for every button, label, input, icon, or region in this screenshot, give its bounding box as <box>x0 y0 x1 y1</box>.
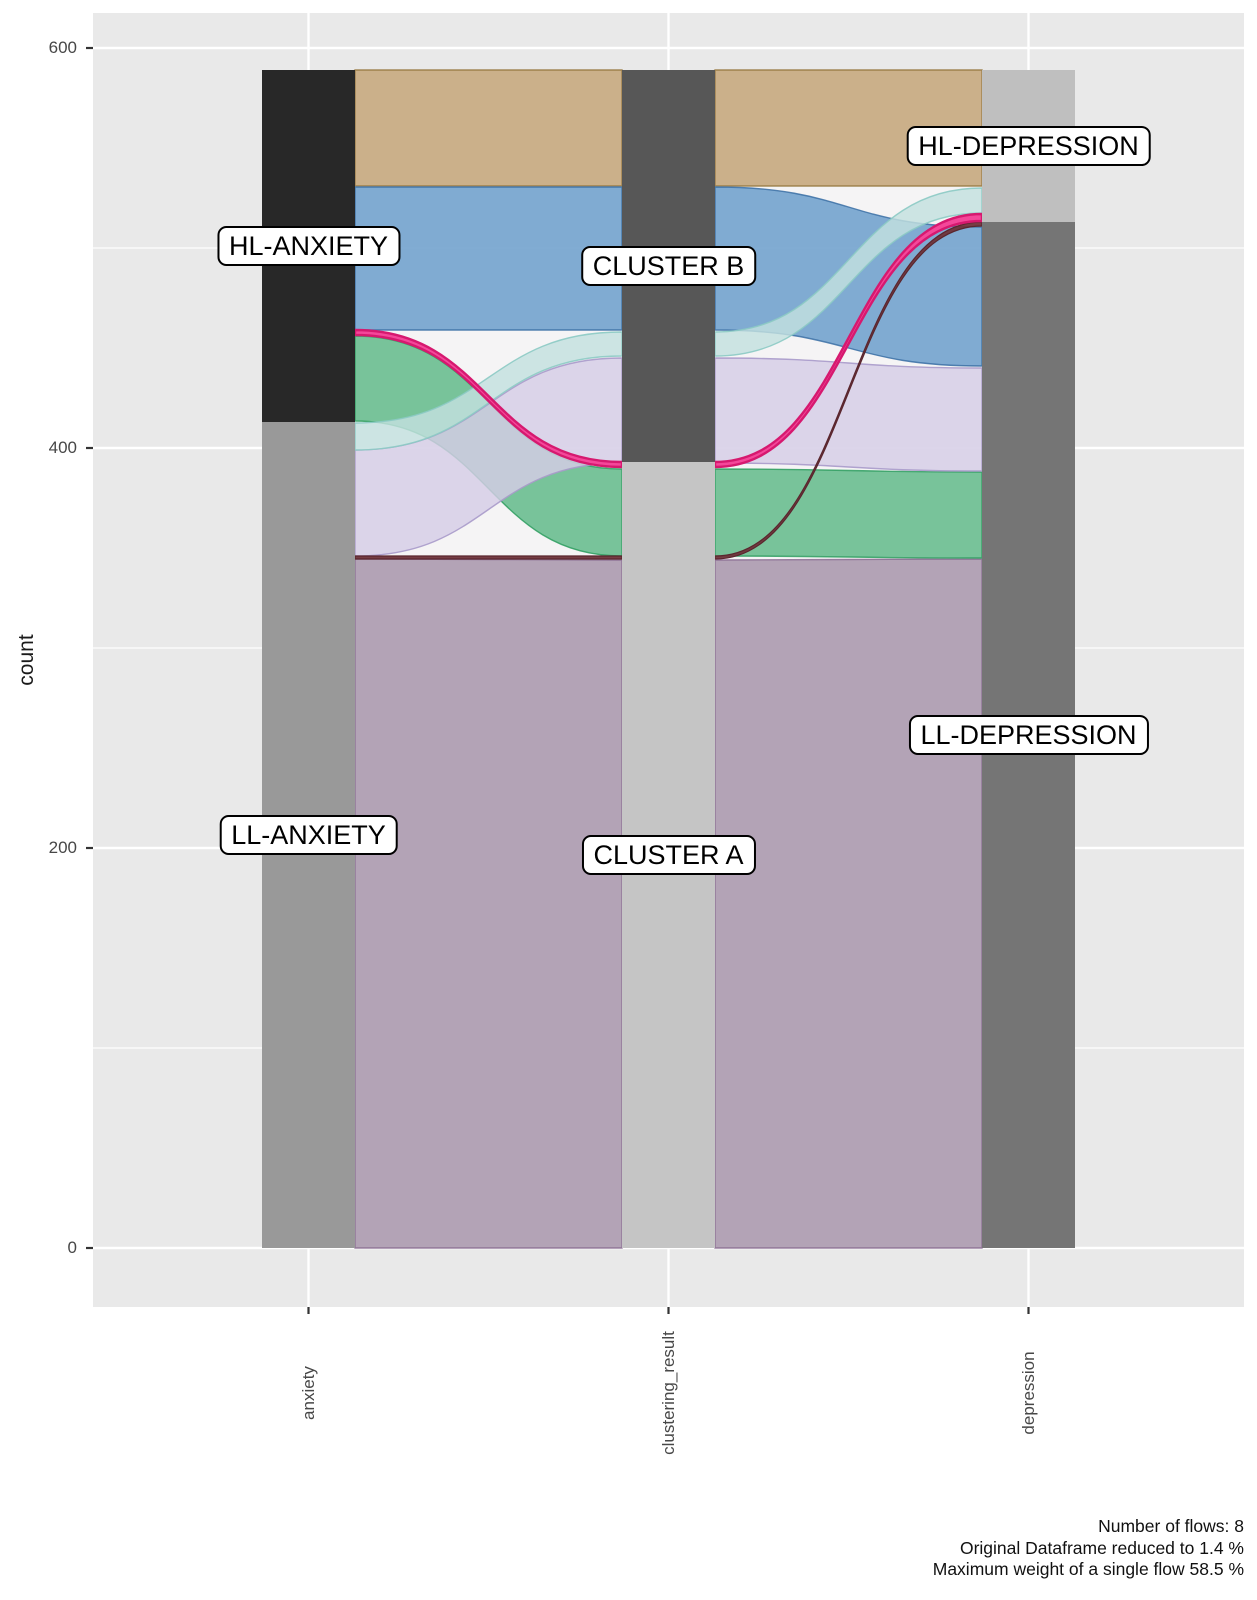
stratum-label-cluster-b: CLUSTER B <box>580 246 757 286</box>
y-tick-label-400: 400 <box>48 438 77 457</box>
y-tick-label-600: 600 <box>48 38 77 57</box>
caption-line-reduced: Original Dataframe reduced to 1.4 % <box>959 1537 1244 1558</box>
y-tick-label-0: 0 <box>67 1238 77 1257</box>
stratum-label-hl-depression: HL-DEPRESSION <box>906 126 1151 166</box>
stratum-label-ll-depression: LL-DEPRESSION <box>908 715 1149 755</box>
x-axis-label-clustering-result: clustering_result <box>658 1331 678 1455</box>
stratum-label-hl-anxiety: HL-ANXIETY <box>216 226 401 266</box>
stratum-label-cluster-a: CLUSTER A <box>581 835 756 875</box>
y-tick-label-200: 200 <box>48 838 77 857</box>
y-axis-title: count <box>15 634 38 686</box>
caption-line-maxflow: Maximum weight of a single flow 58.5 % <box>932 1559 1244 1579</box>
caption-line-flows: Number of flows: 8 <box>1098 1516 1244 1536</box>
x-axis-label-anxiety: anxiety <box>298 1366 318 1420</box>
plot-caption: Number of flows: 8 Original Dataframe re… <box>933 1516 1244 1581</box>
stratum-label-ll-anxiety: LL-ANXIETY <box>219 815 398 855</box>
x-axis-label-depression: depression <box>1018 1351 1038 1435</box>
